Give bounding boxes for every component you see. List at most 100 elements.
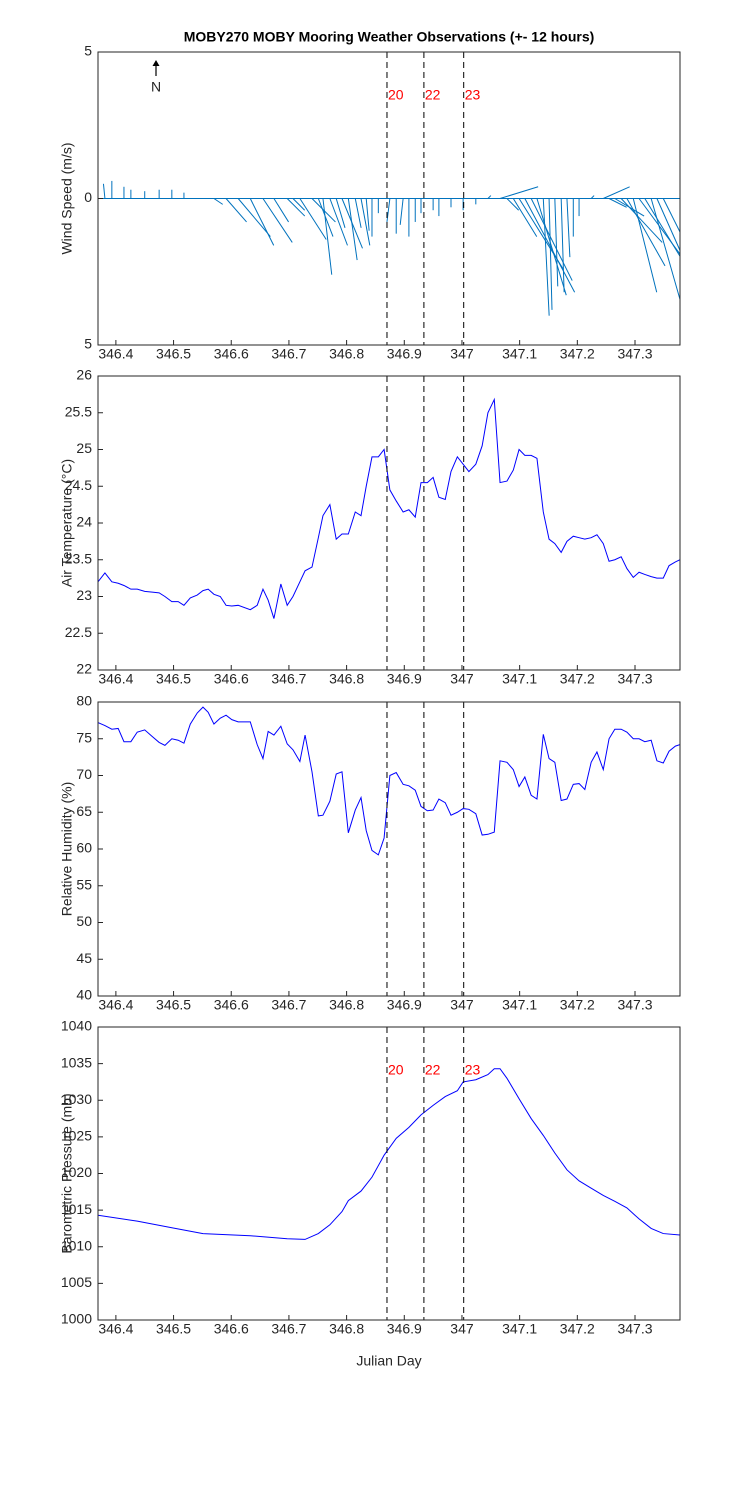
y-tick-label: 25.5: [65, 403, 92, 419]
wind-stick: [225, 198, 247, 223]
data-line: [98, 706, 680, 856]
x-tick-label: 346.6: [214, 346, 249, 362]
x-tick-label: 347.2: [560, 671, 595, 687]
y-tick-label: 25: [76, 440, 92, 456]
x-tick-label: 347.1: [502, 1321, 537, 1337]
x-tick-label: 346.8: [329, 671, 364, 687]
event-label: 22: [425, 1062, 441, 1078]
x-tick-label: 346.8: [329, 1321, 364, 1337]
wind-stick: [608, 198, 627, 208]
north-arrowhead: [152, 60, 160, 66]
y-tick-label: 55: [76, 876, 92, 892]
x-tick-label: 347.1: [502, 346, 537, 362]
x-tick-label: 347.3: [617, 1321, 652, 1337]
wind-stick: [262, 198, 293, 243]
y-tick-label: 1015: [61, 1201, 92, 1217]
y-tick-label: 65: [76, 803, 92, 819]
x-tick-label: 346.5: [156, 346, 191, 362]
north-label: N: [151, 79, 161, 95]
x-tick-label: 347: [450, 1321, 474, 1337]
x-axis-label: Julian Day: [356, 1353, 421, 1369]
wind-stick: [299, 198, 327, 240]
wind-stick: [102, 183, 106, 199]
wind-stick: [213, 198, 224, 205]
x-tick-label: 346.9: [387, 1321, 422, 1337]
x-tick-label: 347.2: [560, 1321, 595, 1337]
y-tick-label: 1035: [61, 1054, 92, 1070]
x-tick-label: 346.7: [271, 346, 306, 362]
x-tick-label: 346.9: [387, 997, 422, 1013]
x-tick-label: 346.9: [387, 671, 422, 687]
x-tick-label: 347.3: [617, 671, 652, 687]
y-tick-label: 60: [76, 840, 92, 856]
wind-stick: [656, 198, 680, 252]
data-line: [98, 397, 680, 619]
x-tick-label: 347.2: [560, 997, 595, 1013]
x-tick-label: 346.4: [98, 997, 133, 1013]
wind-stick: [644, 198, 680, 258]
y-tick-label: 70: [76, 766, 92, 782]
x-tick-label: 346.5: [156, 997, 191, 1013]
wind-stick: [554, 198, 559, 287]
x-tick-label: 347: [450, 346, 474, 362]
wind-stick: [524, 198, 576, 293]
wind-stick: [499, 186, 539, 199]
plot-area: [98, 1068, 680, 1240]
y-axis-label: Wind Speed (m/s): [59, 142, 75, 254]
wind-stick: [273, 198, 290, 223]
wind-stick: [566, 198, 571, 258]
wind-stick: [286, 198, 306, 217]
wind-stick: [487, 195, 492, 199]
x-tick-label: 346.8: [329, 997, 364, 1013]
axes-frame: [97, 375, 681, 671]
wind-stick: [292, 198, 306, 211]
x-tick-label: 347.1: [502, 997, 537, 1013]
wind-stick: [560, 198, 565, 293]
wind-stick: [386, 198, 391, 223]
x-tick-label: 347: [450, 997, 474, 1013]
event-label: 23: [465, 87, 481, 103]
data-line: [98, 1068, 680, 1240]
y-tick-label: 75: [76, 729, 92, 745]
y-tick-label: 1040: [61, 1018, 92, 1034]
x-tick-label: 346.7: [271, 1321, 306, 1337]
wind-stick: [354, 198, 362, 228]
wind-stick: [542, 198, 550, 316]
wind-stick: [603, 186, 630, 199]
y-tick-label: 26: [76, 367, 92, 383]
wind-stick: [626, 198, 666, 267]
wind-stick: [335, 198, 346, 228]
x-tick-label: 346.8: [329, 346, 364, 362]
wind-stick: [548, 198, 553, 310]
event-label: 22: [425, 87, 441, 103]
y-tick-label: 22.5: [65, 624, 92, 640]
x-tick-label: 346.7: [271, 671, 306, 687]
y-tick-label: 80: [76, 693, 92, 709]
x-tick-label: 346.4: [98, 1321, 133, 1337]
y-tick-label: 0: [84, 189, 92, 205]
wind-stick: [317, 198, 334, 237]
wind-stick: [347, 198, 358, 261]
x-tick-label: 347.2: [560, 346, 595, 362]
plot-area: [98, 180, 680, 316]
y-tick-label: 40: [76, 987, 92, 1003]
wind-stick: [536, 198, 567, 296]
x-tick-label: 346.5: [156, 671, 191, 687]
x-tick-label: 347.3: [617, 346, 652, 362]
wind-stick: [365, 198, 370, 231]
x-tick-label: 347.3: [617, 997, 652, 1013]
x-tick-label: 346.4: [98, 671, 133, 687]
wind-stick: [590, 195, 595, 199]
x-tick-label: 346.6: [214, 1321, 249, 1337]
wind-stick: [530, 198, 573, 281]
y-tick-label: 1020: [61, 1164, 92, 1180]
y-tick-label: 50: [76, 913, 92, 929]
y-tick-label: 5: [84, 336, 92, 352]
y-tick-label: 24: [76, 514, 92, 530]
x-tick-label: 346.5: [156, 1321, 191, 1337]
y-axis-label: Barometric Pressure (mb): [59, 1093, 75, 1253]
wind-stick: [329, 198, 348, 246]
wind-stick: [512, 198, 538, 237]
